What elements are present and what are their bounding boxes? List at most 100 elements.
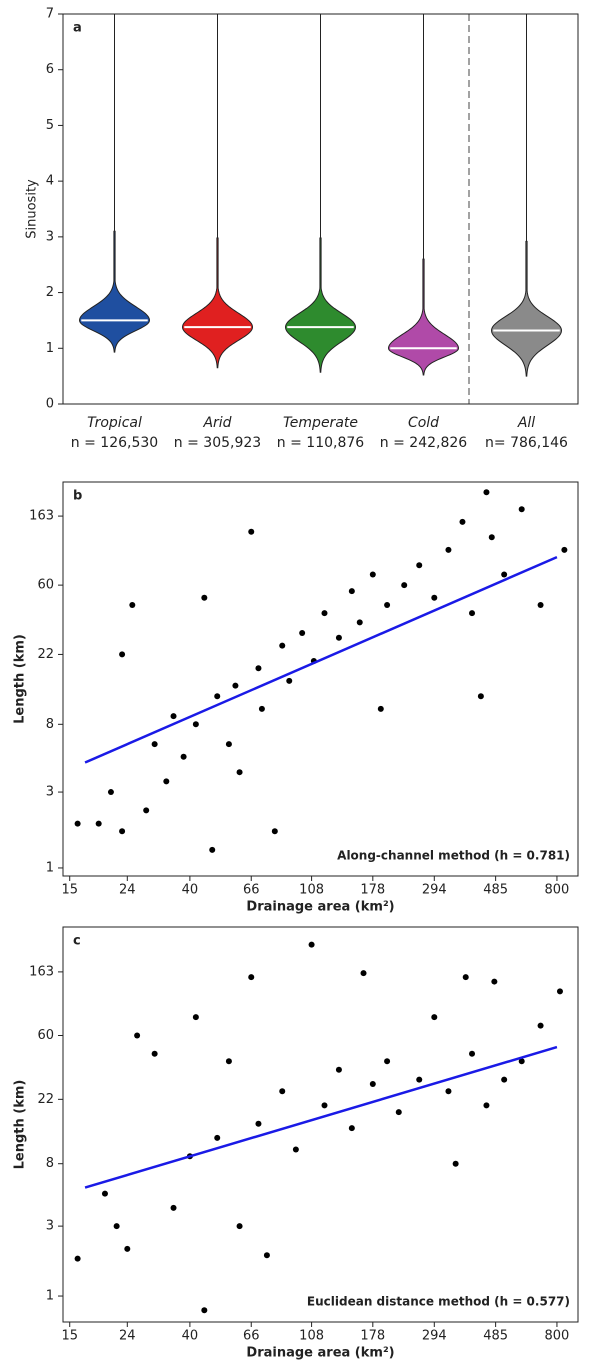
point (416, 1076, 423, 1083)
x-tick-label: 66 (243, 1329, 260, 1344)
point (124, 1245, 131, 1252)
y-tick-label: 163 (29, 964, 54, 979)
category-label: Cold (408, 415, 439, 431)
violin-body (79, 230, 150, 353)
y-tick-label: 22 (37, 647, 54, 662)
y-tick-label: 3 (46, 229, 54, 244)
x-axis-label: Drainage area (km²) (246, 900, 394, 915)
y-tick-label: 0 (46, 397, 54, 412)
y-axis-label: Length (km) (13, 634, 28, 724)
point (477, 693, 484, 700)
y-tick-label: 1 (46, 341, 54, 356)
violin-body (388, 258, 459, 376)
x-axis-label: Drainage area (km²) (246, 1346, 394, 1361)
fit-line (84, 1045, 558, 1189)
point (384, 1058, 391, 1065)
point (537, 601, 544, 608)
point (151, 741, 158, 748)
y-tick-label: 163 (29, 509, 54, 524)
point (491, 978, 498, 985)
point (151, 1050, 158, 1057)
point (192, 721, 199, 728)
y-tick-label: 2 (46, 285, 54, 300)
plot-frame (62, 13, 579, 405)
point (279, 642, 286, 649)
y-tick-label: 5 (46, 118, 54, 133)
point (134, 1032, 141, 1039)
annotation: Euclidean distance method (h = 0.577) (307, 1295, 570, 1309)
point (101, 1190, 108, 1197)
violin-body (285, 237, 356, 373)
point (214, 693, 221, 700)
point (501, 571, 508, 578)
point (384, 601, 391, 608)
point (431, 1014, 438, 1021)
x-tick-label: 178 (360, 1329, 385, 1344)
y-axis-label: Sinuosity (25, 179, 40, 239)
point (225, 741, 232, 748)
x-tick-label: 24 (119, 883, 136, 898)
point (180, 753, 187, 760)
category-label: Arid (202, 415, 231, 431)
point (459, 518, 466, 525)
point (369, 1080, 376, 1087)
y-axis-label: Length (km) (13, 1080, 28, 1170)
point (214, 1134, 221, 1141)
count-label: n = 242,826 (380, 435, 467, 451)
point (292, 1146, 299, 1153)
point (263, 1252, 270, 1259)
point (209, 846, 216, 853)
category-label: Tropical (87, 415, 142, 431)
point (537, 1022, 544, 1029)
x-tick-label: 294 (422, 883, 447, 898)
x-tick-label: 485 (483, 1329, 508, 1344)
point (236, 769, 243, 776)
point (286, 677, 293, 684)
y-tick-label: 8 (46, 717, 54, 732)
point (488, 534, 495, 541)
point (483, 489, 490, 496)
point (201, 594, 208, 601)
point (518, 506, 525, 513)
panel-label: b (73, 489, 82, 504)
point (335, 1066, 342, 1073)
x-tick-label: 800 (545, 1329, 570, 1344)
point (416, 562, 423, 569)
point (501, 1076, 508, 1083)
point (321, 610, 328, 617)
point (360, 970, 367, 977)
point (113, 1223, 120, 1230)
point (201, 1307, 208, 1314)
y-tick-label: 8 (46, 1156, 54, 1171)
x-tick-label: 108 (299, 1329, 324, 1344)
point (107, 789, 114, 796)
point (143, 807, 150, 814)
point (335, 634, 342, 641)
count-label: n = 110,876 (277, 435, 364, 451)
count-label: n = 305,923 (174, 435, 261, 451)
point (170, 713, 177, 720)
point (518, 1058, 525, 1065)
panel-label: a (73, 21, 82, 36)
x-tick-label: 66 (243, 883, 260, 898)
category-label: Temperate (283, 415, 358, 431)
y-tick-label: 22 (37, 1092, 54, 1107)
y-tick-label: 6 (46, 62, 54, 77)
y-tick-label: 4 (46, 174, 54, 189)
point (74, 1255, 81, 1262)
y-tick-label: 1 (46, 1289, 54, 1304)
point (561, 546, 568, 553)
count-label: n = 126,530 (71, 435, 158, 451)
point (279, 1088, 286, 1095)
x-tick-label: 15 (61, 883, 78, 898)
x-tick-label: 108 (299, 883, 324, 898)
point (74, 820, 81, 827)
point (369, 571, 376, 578)
point (556, 988, 563, 995)
point (248, 974, 255, 981)
point (258, 705, 265, 712)
point (377, 705, 384, 712)
x-tick-label: 15 (61, 1329, 78, 1344)
point (119, 828, 126, 835)
